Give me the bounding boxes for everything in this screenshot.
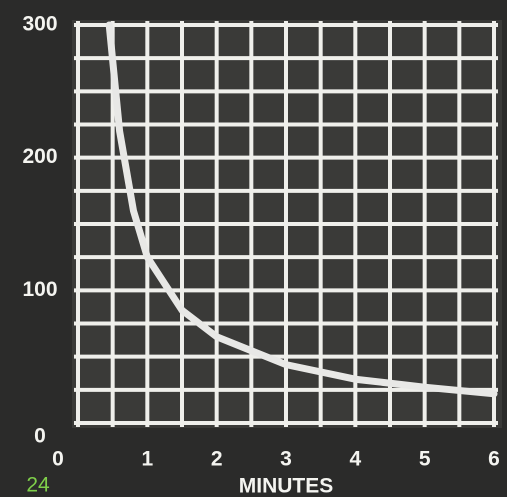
x-tick-label: 5 xyxy=(419,448,431,471)
x-tick-label: 2 xyxy=(211,448,223,471)
y-tick-label: 200 xyxy=(22,145,57,168)
y-tick-label: 0 xyxy=(34,425,46,448)
x-tick-label: 6 xyxy=(488,448,500,471)
curve xyxy=(105,21,498,398)
y-tick-label: 100 xyxy=(22,278,57,301)
y-tick-label: 300 xyxy=(22,13,57,36)
x-tick-label: 3 xyxy=(280,448,292,471)
x-tick-label: 1 xyxy=(141,448,153,471)
x-tick-label: 0 xyxy=(52,448,64,471)
x-axis-label: MINUTES xyxy=(239,475,334,497)
page-number: 24 xyxy=(26,474,50,497)
x-tick-label: 4 xyxy=(349,448,361,471)
